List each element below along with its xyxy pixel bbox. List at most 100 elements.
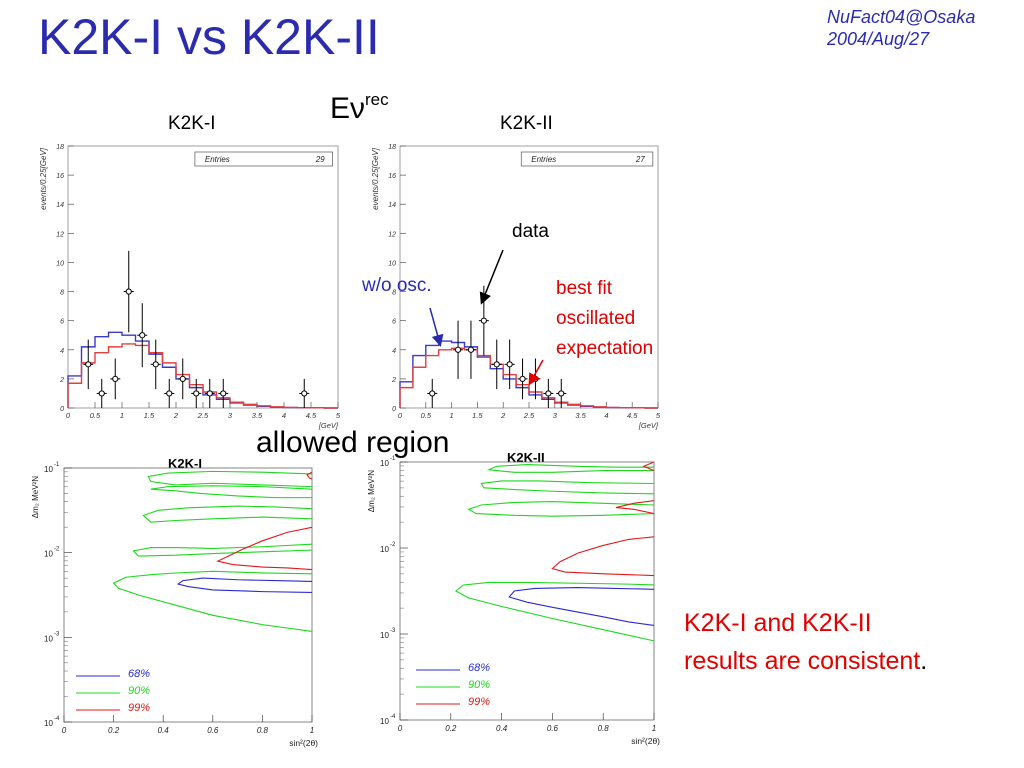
y-tick-label: 10 bbox=[56, 260, 64, 267]
x-tick-label: 0.2 bbox=[108, 726, 120, 735]
annotation-without-oscillation: w/o osc. bbox=[362, 275, 432, 296]
annotation-best-fit-line1: best fit bbox=[556, 278, 612, 299]
y-tick-label: 18 bbox=[56, 144, 64, 151]
x-tick-label: 0.5 bbox=[421, 411, 432, 420]
stats-box bbox=[194, 151, 333, 167]
x-tick-label: 1.5 bbox=[472, 411, 483, 420]
y-tick-label: 6 bbox=[60, 319, 64, 326]
data-point bbox=[98, 390, 105, 397]
y-tick-base: 10 bbox=[44, 550, 53, 559]
annotation-best-fit-line2: oscillated bbox=[556, 308, 636, 329]
y-tick-base: 10 bbox=[380, 545, 389, 554]
data-point bbox=[166, 390, 173, 397]
slide-title: K2K-I vs K2K-II bbox=[38, 9, 380, 65]
data-point bbox=[85, 361, 92, 368]
stats-label: Entries bbox=[531, 155, 556, 164]
legend-label-c90: 90% bbox=[128, 685, 150, 697]
data-point bbox=[429, 390, 436, 397]
y-tick-label: 14 bbox=[56, 202, 64, 209]
data-point bbox=[112, 375, 119, 382]
x-tick-label: 0.6 bbox=[547, 724, 559, 733]
stats-value: 27 bbox=[635, 155, 645, 164]
y-tick-label: 16 bbox=[56, 173, 64, 180]
legend-label-c99: 99% bbox=[468, 696, 490, 708]
x-axis-label: sin²(2θ) bbox=[631, 736, 660, 746]
x-tick-label: 4 bbox=[282, 411, 286, 420]
legend-label-c68: 68% bbox=[128, 668, 150, 680]
x-tick-label: 2.5 bbox=[523, 411, 535, 420]
y-tick-base: 10 bbox=[44, 634, 53, 643]
legend-label-c90: 90% bbox=[468, 679, 490, 691]
y-tick-label: 4 bbox=[392, 348, 396, 355]
contour-c99 bbox=[306, 471, 312, 480]
energy-label: Eν bbox=[330, 92, 366, 125]
conference-date: 2004/Aug/27 bbox=[827, 29, 930, 49]
data-point bbox=[206, 390, 213, 397]
x-tick-label: 0.4 bbox=[158, 726, 170, 735]
legend-label-c68: 68% bbox=[468, 662, 490, 674]
contour-c68 bbox=[176, 577, 312, 594]
contour-c90 bbox=[150, 485, 312, 499]
data-point bbox=[506, 361, 513, 368]
x-tick-label: 0.5 bbox=[90, 411, 101, 420]
stats-value: 29 bbox=[315, 155, 325, 164]
contour-c90 bbox=[132, 543, 312, 557]
legend-label-c99: 99% bbox=[128, 702, 150, 714]
contour-c68 bbox=[508, 587, 654, 626]
y-tick-base: 10 bbox=[380, 717, 389, 726]
annotation-best-fit-line3: expectation bbox=[556, 338, 654, 359]
contour-lines bbox=[112, 470, 312, 632]
x-tick-label: 0.2 bbox=[445, 724, 457, 733]
y-tick-label: 0 bbox=[60, 406, 64, 413]
x-tick-label: 1 bbox=[310, 726, 314, 735]
y-tick-exp: -1 bbox=[390, 456, 396, 462]
histogram-k2k2: 0 2 4 6 8 10 12 14 16 18 0 0.5 1 1.5 2 2.5 3 3.5 4 4.5 5[GeV… bbox=[371, 144, 661, 430]
arrow-best-fit bbox=[528, 359, 544, 386]
data-point bbox=[139, 332, 146, 339]
data-point bbox=[480, 317, 487, 324]
y-tick-label: 14 bbox=[388, 202, 396, 209]
x-tick-label: 2.5 bbox=[197, 411, 209, 420]
data-point bbox=[467, 346, 475, 353]
conclusion-line2-text: results are consistent bbox=[684, 647, 921, 675]
x-tick-label: 5 bbox=[336, 411, 341, 420]
contour-frame bbox=[399, 461, 655, 721]
y-axis-label: Δm₂ MeV²N bbox=[31, 476, 40, 518]
x-tick-label: 1.5 bbox=[144, 411, 155, 420]
y-tick-exp: -3 bbox=[390, 628, 396, 634]
y-tick-label: 12 bbox=[56, 231, 64, 238]
conclusion-text: K2K-I and K2K-II results are consistent. bbox=[684, 604, 927, 680]
energy-superscript: rec bbox=[365, 90, 389, 109]
y-tick-label: 4 bbox=[60, 348, 64, 355]
contour-c90 bbox=[480, 480, 654, 495]
histogram-title-k2k1: K2K-I bbox=[168, 113, 216, 134]
x-tick-label: 1 bbox=[120, 411, 124, 420]
y-axis-label: Δm₂ MeV²N bbox=[367, 470, 376, 512]
series-best-fit bbox=[67, 343, 338, 409]
x-tick-label: 4 bbox=[604, 411, 608, 420]
y-tick-label: 8 bbox=[392, 290, 396, 297]
y-tick-exp: -1 bbox=[54, 462, 60, 468]
data-point bbox=[152, 361, 159, 368]
data-point bbox=[519, 375, 526, 382]
data-point bbox=[301, 390, 308, 397]
x-tick-label: 0 bbox=[398, 411, 403, 420]
contour-c99 bbox=[216, 526, 312, 571]
y-tick-base: 10 bbox=[380, 459, 389, 468]
y-tick-exp: -3 bbox=[54, 631, 60, 637]
stats-box bbox=[520, 151, 654, 167]
x-axis-label: [GeV] bbox=[318, 421, 339, 430]
y-tick-label: 8 bbox=[60, 290, 64, 297]
contour-c90 bbox=[112, 570, 312, 632]
x-tick-label: 3.5 bbox=[252, 411, 263, 420]
x-tick-label: 1 bbox=[450, 411, 454, 420]
x-tick-label: 0.4 bbox=[496, 724, 508, 733]
contour-title-k2k2: K2K-II bbox=[507, 450, 545, 465]
y-tick-label: 18 bbox=[388, 144, 396, 151]
x-tick-label: 0.8 bbox=[257, 726, 269, 735]
x-tick-label: 3.5 bbox=[575, 411, 586, 420]
histogram-title-k2k2: K2K-II bbox=[500, 113, 553, 134]
data-point bbox=[545, 390, 552, 397]
y-tick-label: 12 bbox=[388, 231, 396, 238]
contour-c90 bbox=[142, 505, 312, 523]
